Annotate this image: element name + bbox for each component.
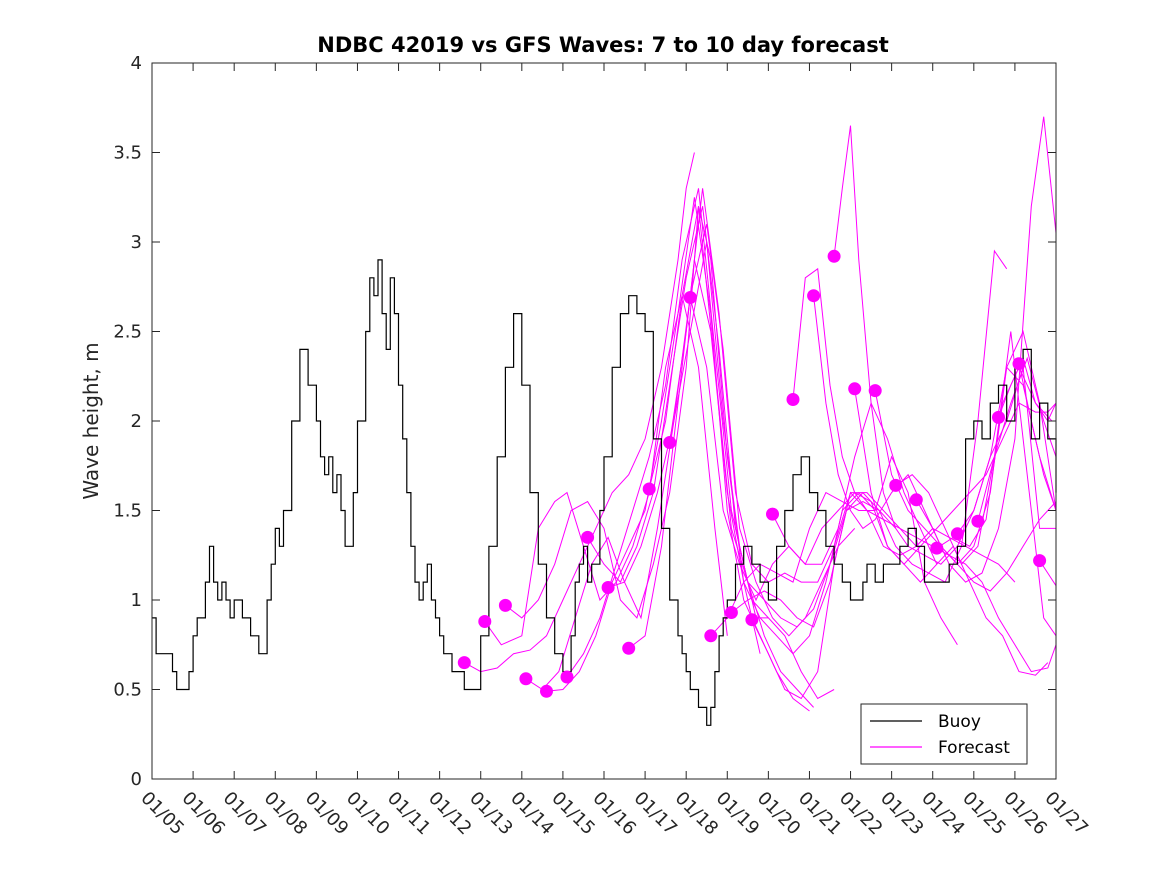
x-tick-label: 01/14 bbox=[506, 788, 558, 840]
forecast-line-20 bbox=[854, 388, 1057, 565]
x-tick-label: 01/23 bbox=[876, 788, 928, 840]
forecast-marker-28 bbox=[1012, 357, 1026, 371]
x-tick-label: 01/17 bbox=[630, 788, 682, 840]
forecast-line-21 bbox=[874, 390, 1057, 592]
forecast-marker-29 bbox=[1033, 554, 1047, 568]
forecast-marker-6 bbox=[560, 670, 574, 684]
forecast-marker-17 bbox=[786, 393, 800, 406]
forecast-marker-12 bbox=[683, 291, 697, 304]
forecast-marker-24 bbox=[930, 541, 944, 555]
y-tick-label: 2.5 bbox=[113, 322, 142, 343]
legend-box bbox=[860, 703, 1028, 765]
forecast-marker-10 bbox=[642, 482, 656, 496]
forecast-marker-13 bbox=[704, 629, 718, 643]
forecast-marker-19 bbox=[827, 249, 841, 263]
y-tick-label: 0 bbox=[131, 769, 142, 790]
forecast-marker-1 bbox=[457, 656, 471, 670]
forecast-line-10 bbox=[648, 206, 897, 628]
forecast-marker-14 bbox=[724, 606, 738, 619]
x-tick-label: 01/16 bbox=[588, 788, 640, 840]
x-tick-label: 01/15 bbox=[547, 788, 599, 840]
buoy-line-group bbox=[152, 259, 1057, 726]
forecast-line-26 bbox=[977, 356, 1057, 522]
forecast-line-16 bbox=[772, 491, 1049, 676]
chart-title: NDBC 42019 vs GFS Waves: 7 to 10 day for… bbox=[317, 33, 888, 57]
forecast-line-22 bbox=[895, 331, 1057, 637]
legend-forecast-label: Forecast bbox=[938, 738, 1010, 758]
legend-buoy-label: Buoy bbox=[938, 712, 981, 732]
x-tick-label: 01/13 bbox=[465, 788, 517, 840]
forecast-marker-2 bbox=[478, 615, 492, 628]
forecast-marker-7 bbox=[581, 530, 595, 544]
x-tick-label: 01/25 bbox=[958, 788, 1010, 840]
y-axis-label: Wave height, m bbox=[79, 342, 103, 499]
forecast-marker-26 bbox=[971, 514, 985, 528]
x-tick-label: 01/08 bbox=[260, 788, 312, 840]
y-tick-label: 3 bbox=[131, 232, 142, 253]
x-tick-label: 01/19 bbox=[712, 788, 764, 840]
forecast-markers bbox=[457, 249, 1047, 698]
forecast-marker-15 bbox=[745, 613, 759, 627]
forecast-marker-3 bbox=[498, 598, 512, 612]
x-tick-label: 01/21 bbox=[794, 788, 846, 840]
x-tick-label: 01/20 bbox=[753, 788, 805, 840]
forecast-marker-8 bbox=[601, 581, 615, 594]
y-axis-ticks: 0 0.5 1 1.5 2 2.5 3 3.5 4 bbox=[113, 53, 1056, 790]
forecast-marker-11 bbox=[663, 436, 677, 449]
forecast-line-11 bbox=[669, 188, 917, 583]
forecast-line-28 bbox=[1018, 363, 1057, 511]
x-tick-label: 01/26 bbox=[999, 788, 1051, 840]
forecast-marker-9 bbox=[622, 641, 636, 655]
forecast-marker-16 bbox=[766, 507, 779, 521]
x-tick-label: 01/06 bbox=[178, 788, 230, 840]
forecast-marker-27 bbox=[992, 410, 1005, 424]
x-tick-label: 01/18 bbox=[671, 788, 723, 840]
forecast-marker-23 bbox=[909, 493, 923, 507]
y-tick-label: 4 bbox=[131, 53, 142, 74]
forecast-marker-5 bbox=[540, 684, 553, 698]
buoy-line bbox=[152, 259, 1057, 726]
y-tick-label: 3.5 bbox=[113, 143, 142, 164]
x-tick-label: 01/24 bbox=[917, 788, 969, 840]
forecast-marker-22 bbox=[889, 478, 903, 492]
x-tick-label: 01/10 bbox=[342, 788, 394, 840]
forecast-line-27 bbox=[998, 356, 1057, 423]
x-tick-label: 01/05 bbox=[136, 788, 188, 840]
x-tick-label: 01/27 bbox=[1040, 788, 1092, 840]
x-tick-label: 01/12 bbox=[424, 788, 476, 840]
x-tick-label: 01/11 bbox=[383, 788, 435, 840]
forecast-marker-4 bbox=[519, 672, 533, 686]
forecast-marker-18 bbox=[807, 289, 821, 303]
forecast-line-18 bbox=[813, 295, 1057, 565]
y-tick-label: 0.5 bbox=[113, 680, 142, 701]
forecast-marker-20 bbox=[848, 382, 862, 396]
x-tick-label: 01/09 bbox=[301, 788, 353, 840]
legend: Buoy Forecast bbox=[860, 703, 1028, 765]
y-tick-label: 2 bbox=[131, 411, 142, 432]
plot-area bbox=[152, 63, 1056, 779]
forecast-line-8 bbox=[607, 223, 856, 637]
x-tick-label: 01/22 bbox=[835, 788, 887, 840]
forecast-marker-21 bbox=[868, 384, 882, 398]
y-tick-label: 1 bbox=[131, 590, 142, 611]
forecast-marker-25 bbox=[950, 527, 964, 541]
y-tick-label: 1.5 bbox=[113, 501, 142, 522]
x-tick-label: 01/07 bbox=[219, 788, 271, 840]
